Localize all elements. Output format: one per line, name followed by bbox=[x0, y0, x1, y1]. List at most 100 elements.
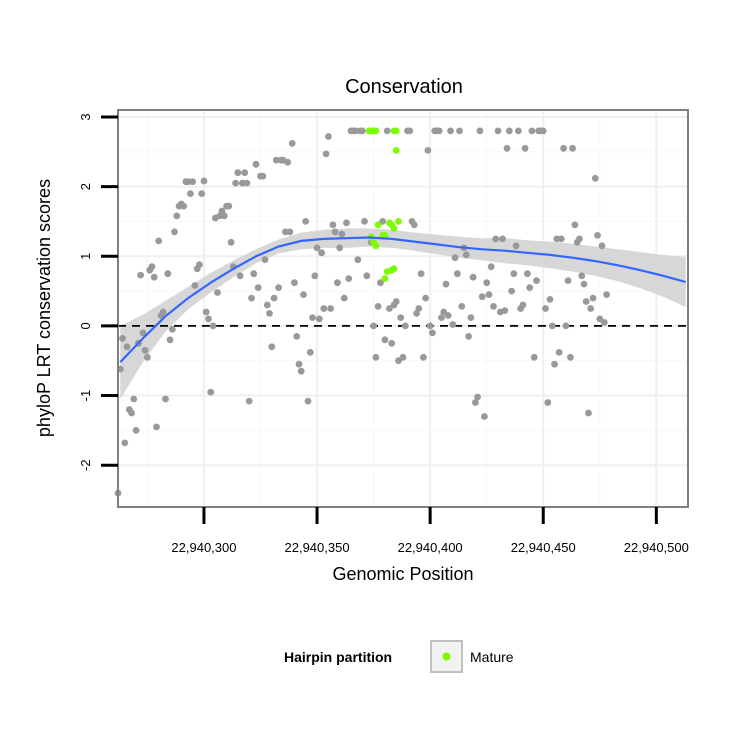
conservation-point bbox=[435, 127, 443, 135]
conservation-point bbox=[234, 169, 242, 177]
x-tick-label: 22,940,350 bbox=[285, 540, 350, 555]
mature-point bbox=[390, 225, 398, 232]
conservation-point bbox=[401, 322, 409, 330]
conservation-point bbox=[560, 144, 567, 152]
conservation-point bbox=[539, 127, 547, 135]
legend: Hairpin partition Mature bbox=[284, 640, 514, 673]
conservation-point bbox=[374, 303, 382, 310]
legend-mature-marker bbox=[442, 652, 451, 661]
x-axis-ticks: 22,940,300 22,940,350 22,940,400 22,940,450… bbox=[171, 507, 689, 555]
conservation-point bbox=[123, 343, 131, 351]
y-axis-ticks: -2 -1 0 1 2 3 bbox=[78, 113, 118, 471]
conservation-point bbox=[121, 439, 129, 447]
conservation-point bbox=[576, 235, 583, 243]
conservation-point bbox=[503, 144, 511, 152]
conservation-point bbox=[297, 367, 305, 375]
mature-point bbox=[381, 275, 389, 282]
conservation-point bbox=[567, 353, 574, 361]
conservation-point bbox=[300, 291, 307, 298]
conservation-point bbox=[397, 314, 405, 321]
conservation-point bbox=[594, 232, 601, 239]
conservation-point bbox=[444, 312, 452, 319]
conservation-point bbox=[388, 339, 396, 347]
x-axis-label: Genomic Position bbox=[332, 564, 473, 584]
conservation-point bbox=[141, 346, 149, 354]
x-tick-label: 22,940,300 bbox=[171, 540, 236, 555]
conservation-point bbox=[361, 218, 368, 225]
conservation-point bbox=[589, 294, 597, 302]
conservation-point bbox=[469, 273, 477, 281]
conservation-point bbox=[198, 190, 206, 198]
conservation-point bbox=[137, 271, 145, 279]
conservation-point bbox=[191, 282, 199, 289]
conservation-point bbox=[354, 256, 362, 264]
conservation-point bbox=[302, 218, 310, 225]
mature-point bbox=[390, 265, 398, 273]
conservation-point bbox=[447, 127, 454, 135]
conservation-point bbox=[551, 360, 558, 368]
conservation-point bbox=[483, 279, 491, 287]
conservation-point bbox=[505, 127, 513, 135]
conservation-point bbox=[456, 127, 463, 135]
conservation-point bbox=[263, 301, 271, 309]
conservation-point bbox=[442, 280, 450, 288]
conservation-point bbox=[515, 127, 522, 135]
conservation-point bbox=[399, 353, 407, 361]
conservation-point bbox=[139, 329, 147, 337]
mature-point bbox=[372, 242, 380, 250]
plot-panel-border bbox=[117, 109, 689, 508]
conservation-point bbox=[295, 360, 303, 368]
mature-point bbox=[374, 221, 382, 229]
conservation-point bbox=[331, 228, 339, 236]
conservation-point bbox=[415, 305, 423, 312]
conservation-point bbox=[557, 235, 565, 243]
conservation-point bbox=[180, 202, 188, 210]
conservation-point bbox=[243, 179, 251, 187]
conservation-point bbox=[164, 270, 172, 278]
conservation-point bbox=[325, 133, 332, 140]
conservation-point bbox=[148, 263, 156, 271]
y-tick-label: -2 bbox=[78, 459, 93, 471]
conservation-point bbox=[205, 315, 212, 323]
y-tick-label: -1 bbox=[78, 390, 93, 402]
conservation-point bbox=[546, 296, 554, 303]
conservation-point bbox=[526, 284, 534, 291]
conservation-point bbox=[451, 254, 459, 262]
conservation-point bbox=[449, 321, 457, 328]
conservation-point bbox=[119, 335, 126, 342]
conservation-point bbox=[315, 315, 323, 323]
conservation-point bbox=[329, 221, 337, 229]
conservation-point bbox=[485, 291, 493, 298]
conservation-point bbox=[582, 298, 590, 305]
conservation-point bbox=[548, 322, 556, 330]
conservation-point bbox=[306, 349, 314, 356]
conservation-point bbox=[304, 397, 312, 405]
conservation-point bbox=[377, 279, 384, 287]
conservation-point bbox=[499, 235, 506, 243]
x-tick-label: 22,940,450 bbox=[511, 540, 576, 555]
conservation-point bbox=[474, 393, 481, 401]
conservation-point bbox=[519, 301, 527, 309]
legend-entry-mature: Mature bbox=[470, 649, 514, 665]
conservation-point bbox=[245, 397, 253, 405]
conservation-point bbox=[363, 272, 371, 280]
conservation-point bbox=[166, 336, 174, 344]
conservation-point bbox=[155, 237, 163, 245]
smooth-line bbox=[119, 236, 686, 363]
conservation-point bbox=[322, 150, 330, 158]
conservation-point bbox=[530, 353, 538, 361]
conservation-point bbox=[336, 244, 344, 252]
conservation-point bbox=[603, 291, 610, 298]
conservation-point bbox=[591, 174, 599, 182]
conservation-point bbox=[490, 303, 497, 310]
conservation-point bbox=[358, 127, 366, 135]
conservation-point bbox=[578, 272, 586, 280]
y-tick-label: 0 bbox=[78, 322, 93, 329]
conservation-point bbox=[406, 127, 414, 135]
conservation-point bbox=[259, 172, 267, 180]
conservation-point bbox=[311, 272, 319, 280]
conservation-point bbox=[458, 303, 466, 310]
conservation-point bbox=[564, 277, 572, 284]
conservation-point bbox=[171, 228, 178, 236]
